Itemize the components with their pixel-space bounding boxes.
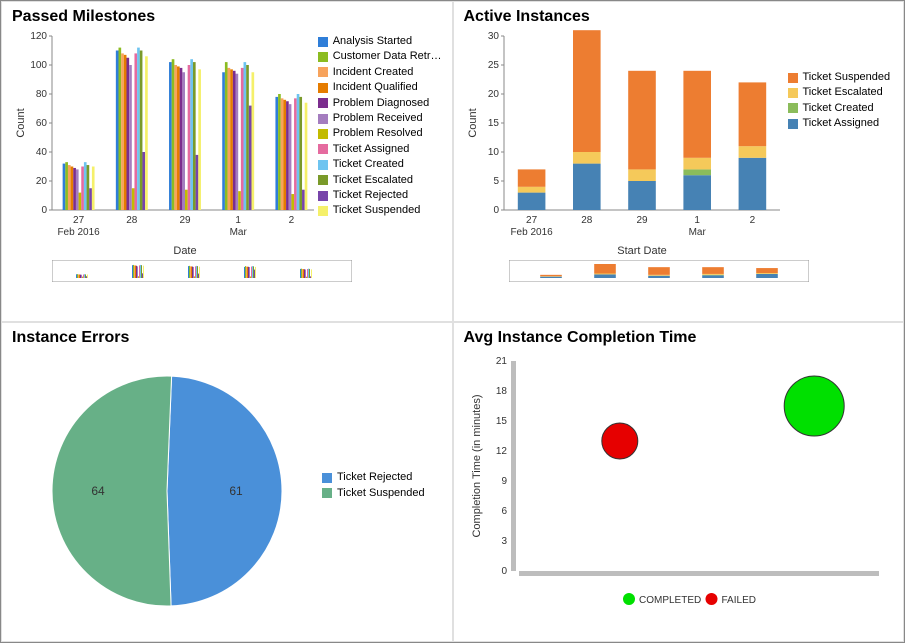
svg-text:1: 1 <box>694 215 700 226</box>
svg-text:2: 2 <box>749 215 755 226</box>
svg-text:0: 0 <box>501 566 507 577</box>
errors-legend: Ticket RejectedTicket Suspended <box>322 470 425 501</box>
panel-title-milestones: Passed Milestones <box>12 8 442 26</box>
svg-text:Count: Count <box>15 108 27 137</box>
legend-item[interactable]: Ticket Rejected <box>322 470 425 485</box>
svg-text:15: 15 <box>495 416 507 427</box>
svg-text:10: 10 <box>487 147 499 158</box>
legend-item[interactable]: Customer Data Retr… <box>318 49 442 64</box>
panel-title-errors: Instance Errors <box>12 329 442 347</box>
panel-title-active: Active Instances <box>464 8 894 26</box>
svg-text:30: 30 <box>487 31 499 42</box>
legend-item[interactable]: Ticket Suspended <box>788 70 891 85</box>
panel-instance-errors: Instance Errors 61 64 Ticket RejectedTick… <box>1 322 453 643</box>
svg-text:29: 29 <box>636 215 648 226</box>
svg-text:Mar: Mar <box>688 227 706 238</box>
svg-text:6: 6 <box>501 506 507 517</box>
legend-item[interactable]: Ticket Created <box>788 101 891 116</box>
svg-text:Feb 2016: Feb 2016 <box>57 227 100 238</box>
svg-text:5: 5 <box>493 176 499 187</box>
active-legend: Ticket SuspendedTicket EscalatedTicket C… <box>788 70 891 260</box>
svg-text:40: 40 <box>36 147 48 158</box>
svg-text:Completion Time (in minutes): Completion Time (in minutes) <box>471 394 483 537</box>
svg-text:60: 60 <box>36 118 48 129</box>
svg-text:15: 15 <box>487 118 499 129</box>
svg-text:64: 64 <box>91 483 105 497</box>
svg-text:Date: Date <box>173 245 196 257</box>
svg-text:27: 27 <box>526 215 538 226</box>
legend-item[interactable]: Problem Resolved <box>318 126 442 141</box>
panel-passed-milestones: Passed Milestones 0 20 40 60 80 100 120 27Feb 2… <box>1 1 453 322</box>
svg-text:28: 28 <box>126 215 138 226</box>
legend-item[interactable]: Analysis Started <box>318 34 442 49</box>
svg-text:80: 80 <box>36 89 48 100</box>
milestones-legend: Analysis StartedCustomer Data Retr…Incid… <box>318 34 442 260</box>
legend-item[interactable]: Ticket Escalated <box>318 173 442 188</box>
panel-title-completion: Avg Instance Completion Time <box>464 329 894 347</box>
active-range-selector[interactable] <box>509 260 809 282</box>
svg-text:21: 21 <box>495 356 507 367</box>
legend-item[interactable]: Ticket Created <box>318 157 442 172</box>
legend-item[interactable]: Ticket Suspended <box>318 203 442 218</box>
milestones-chart: 0 20 40 60 80 100 120 27Feb 2016 28 29 1Mar 2 Date Co… <box>12 30 314 260</box>
svg-text:9: 9 <box>501 476 507 487</box>
legend-item[interactable]: Incident Qualified <box>318 80 442 95</box>
svg-text:28: 28 <box>581 215 593 226</box>
svg-text:3: 3 <box>501 536 507 547</box>
svg-text:0: 0 <box>41 205 47 216</box>
svg-text:25: 25 <box>487 60 499 71</box>
svg-text:12: 12 <box>495 446 507 457</box>
legend-item[interactable]: Ticket Assigned <box>318 142 442 157</box>
legend-item[interactable]: Problem Received <box>318 111 442 126</box>
panel-active-instances: Active Instances 0 5 10 15 20 25 30 27Feb 2016 2… <box>453 1 905 322</box>
errors-pie-chart: 61 64 <box>12 351 312 621</box>
svg-text:20: 20 <box>36 176 48 187</box>
legend-item[interactable]: Ticket Suspended <box>322 486 425 501</box>
legend-item[interactable]: Ticket Assigned <box>788 116 891 131</box>
legend-item[interactable]: Problem Diagnosed <box>318 96 442 111</box>
svg-text:2: 2 <box>289 215 295 226</box>
svg-text:0: 0 <box>493 205 499 216</box>
milestones-range-selector[interactable] <box>52 260 352 282</box>
legend-item[interactable]: Ticket Rejected <box>318 188 442 203</box>
panel-completion-time: Avg Instance Completion Time 0 3 6 9 12 15 18 2… <box>453 322 905 643</box>
svg-text:Start Date: Start Date <box>617 245 667 257</box>
svg-text:Feb 2016: Feb 2016 <box>510 227 553 238</box>
active-chart: 0 5 10 15 20 25 30 27Feb 2016 28 29 1Mar 2 Start Dat… <box>464 30 784 260</box>
legend-item[interactable]: Incident Created <box>318 65 442 80</box>
dashboard-grid: Passed Milestones 02040608010012027Feb 2… <box>0 0 905 643</box>
svg-text:61: 61 <box>229 484 243 498</box>
svg-text:20: 20 <box>487 89 499 100</box>
completion-bubble-chart: 0 3 6 9 12 15 18 21 Completion Time (in minutes)… <box>464 351 894 611</box>
svg-text:18: 18 <box>495 386 507 397</box>
svg-text:120: 120 <box>30 31 47 42</box>
svg-text:1: 1 <box>235 215 241 226</box>
svg-text:Count: Count <box>467 108 479 137</box>
svg-text:COMPLETED: COMPLETED <box>639 595 701 606</box>
svg-text:27: 27 <box>73 215 85 226</box>
svg-text:100: 100 <box>30 60 47 71</box>
svg-text:Mar: Mar <box>230 227 248 238</box>
legend-item[interactable]: Ticket Escalated <box>788 85 891 100</box>
svg-text:29: 29 <box>179 215 191 226</box>
svg-text:FAILED: FAILED <box>721 595 755 606</box>
